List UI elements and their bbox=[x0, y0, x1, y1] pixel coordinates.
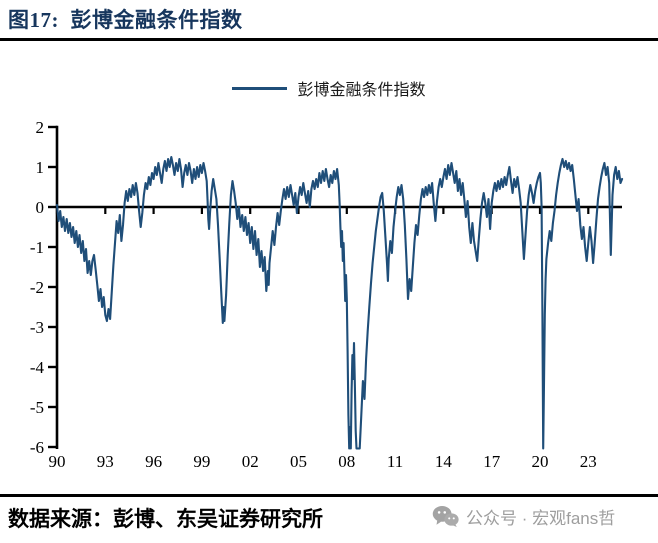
legend-line-swatch bbox=[232, 86, 288, 90]
data-source-text: 数据来源：彭博、东吴证券研究所 bbox=[8, 507, 323, 531]
y-axis-tick-label: -6 bbox=[30, 438, 44, 457]
x-axis-tick-label: 08 bbox=[338, 452, 355, 471]
y-axis-tick-label: 2 bbox=[36, 118, 45, 137]
x-axis-tick-label: 05 bbox=[290, 452, 307, 471]
x-axis-tick-label: 93 bbox=[97, 452, 114, 471]
x-axis-tick-label: 96 bbox=[145, 452, 162, 471]
chart-legend: 彭博金融条件指数 bbox=[0, 76, 658, 100]
x-axis-tick-label: 14 bbox=[435, 452, 453, 471]
x-axis-tick-label: 99 bbox=[193, 452, 210, 471]
x-axis-tick-label: 90 bbox=[49, 452, 66, 471]
y-axis-tick-label: 1 bbox=[36, 158, 45, 177]
y-axis-tick-label: -2 bbox=[30, 278, 44, 297]
wechat-badge: 公众号 · 宏观fans哲 bbox=[432, 504, 615, 529]
wechat-account-label: 公众号 · 宏观fans哲 bbox=[466, 509, 616, 528]
index-series-line bbox=[55, 155, 624, 450]
figure-title: 图17: 彭博金融条件指数 bbox=[8, 8, 243, 32]
x-axis-tick-label: 11 bbox=[387, 452, 403, 471]
x-axis-tick-label: 23 bbox=[580, 452, 597, 471]
x-axis-tick-label: 02 bbox=[242, 452, 259, 471]
y-axis-tick-label: -1 bbox=[30, 238, 44, 257]
bottom-divider-rule bbox=[0, 494, 658, 497]
top-divider-rule bbox=[0, 38, 658, 41]
y-axis-tick-label: -4 bbox=[30, 358, 45, 377]
y-axis-tick-label: -5 bbox=[30, 398, 44, 417]
y-axis-tick-label: -3 bbox=[30, 318, 44, 337]
wechat-icon bbox=[432, 506, 459, 527]
legend-label: 彭博金融条件指数 bbox=[297, 82, 426, 99]
x-axis-tick-label: 20 bbox=[532, 452, 549, 471]
x-axis-tick-label: 17 bbox=[483, 452, 501, 471]
y-axis-tick-label: 0 bbox=[36, 198, 45, 217]
